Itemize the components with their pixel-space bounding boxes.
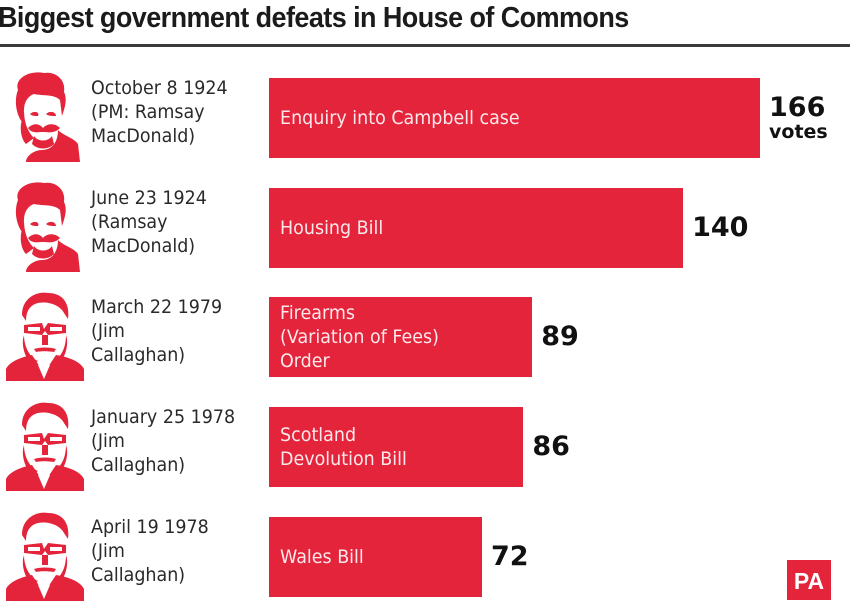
ramsay-macdonald-portrait xyxy=(4,180,82,272)
prime-minister-label: Callaghan) xyxy=(91,344,186,366)
defeat-info: January 25 1978 (Jim Callaghan) xyxy=(91,405,235,477)
bar-label: Housing Bill xyxy=(280,217,384,239)
defeat-info: April 19 1978 (Jim Callaghan) xyxy=(91,515,209,587)
prime-minister-label: MacDonald) xyxy=(91,125,196,147)
value-number: 72 xyxy=(490,541,529,572)
chart-title: Biggest government defeats in House of C… xyxy=(0,2,629,34)
value-label: 72 xyxy=(491,517,529,597)
bar: Housing Bill xyxy=(269,188,684,268)
value-label: 89 xyxy=(541,297,579,377)
prime-minister-label: (Jim xyxy=(91,540,125,562)
defeat-info: October 8 1924 (PM: Ramsay MacDonald) xyxy=(91,76,228,148)
value-label: 166 votes xyxy=(769,78,828,158)
value-label: 140 xyxy=(692,188,748,268)
bar-row: January 25 1978 (Jim Callaghan) Scotland De… xyxy=(0,402,850,497)
jim-callaghan-portrait xyxy=(4,399,84,491)
defeat-info: June 23 1924 (Ramsay MacDonald) xyxy=(91,186,207,258)
bar: Scotland Devolution Bill xyxy=(269,407,524,487)
bar-row: March 22 1979 (Jim Callaghan) Firearms (Var… xyxy=(0,292,850,387)
bar-row: October 8 1924 (PM: Ramsay MacDonald) Enqui… xyxy=(0,72,850,168)
prime-minister-label: Callaghan) xyxy=(91,454,186,476)
defeat-date: October 8 1924 xyxy=(91,77,228,99)
jim-callaghan-portrait xyxy=(4,509,84,601)
value-unit: votes xyxy=(769,121,828,143)
prime-minister-label: (PM: Ramsay xyxy=(91,101,205,123)
prime-minister-label: MacDonald) xyxy=(91,235,196,257)
value-number: 89 xyxy=(541,321,579,352)
prime-minister-label: Callaghan) xyxy=(91,564,186,586)
defeat-date: January 25 1978 xyxy=(91,406,236,428)
defeat-date: June 23 1924 xyxy=(91,187,207,209)
value-label: 86 xyxy=(532,407,570,487)
jim-callaghan-portrait xyxy=(4,289,84,381)
bar-row: April 19 1978 (Jim Callaghan) Wales Bill 72 xyxy=(0,512,850,607)
title-underline xyxy=(0,44,850,47)
value-number: 86 xyxy=(532,431,570,462)
prime-minister-label: (Jim xyxy=(91,320,125,342)
prime-minister-label: (Ramsay xyxy=(91,211,168,233)
pa-logo: PA xyxy=(787,560,831,600)
defeat-date: April 19 1978 xyxy=(91,516,209,538)
bar: Firearms (Variation of Fees) Order xyxy=(269,297,533,377)
value-number: 166 xyxy=(769,92,826,123)
defeat-date: March 22 1979 xyxy=(91,296,223,318)
defeat-info: March 22 1979 (Jim Callaghan) xyxy=(91,295,222,367)
bar-label: Wales Bill xyxy=(280,546,364,568)
bar-label: Scotland Devolution Bill xyxy=(280,424,407,470)
bar-label: Enquiry into Campbell case xyxy=(280,107,520,129)
bar: Enquiry into Campbell case xyxy=(269,78,760,158)
prime-minister-label: (Jim xyxy=(91,430,125,452)
bar-label: Firearms (Variation of Fees) Order xyxy=(280,302,439,372)
value-number: 140 xyxy=(692,212,749,243)
ramsay-macdonald-portrait xyxy=(4,70,82,162)
bar-row: June 23 1924 (Ramsay MacDonald) Housing Bil… xyxy=(0,182,850,278)
bar: Wales Bill xyxy=(269,517,482,597)
